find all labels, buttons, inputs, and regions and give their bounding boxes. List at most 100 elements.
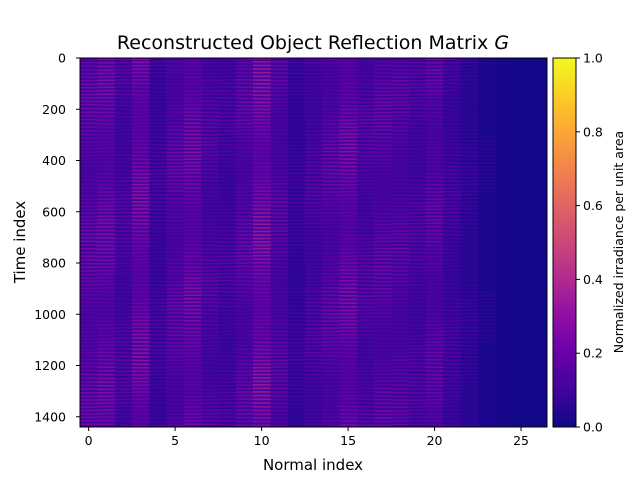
heatmap-stripe <box>131 230 150 233</box>
heatmap-stripe <box>322 79 341 81</box>
heatmap-stripe <box>183 219 202 222</box>
heatmap-stripe <box>391 186 410 189</box>
heatmap-stripe <box>304 158 323 160</box>
heatmap-stripe <box>391 76 410 78</box>
heatmap-stripe <box>339 237 358 240</box>
x-tick-label: 5 <box>171 433 179 448</box>
heatmap-stripe <box>166 64 185 67</box>
heatmap-stripe <box>304 266 323 269</box>
heatmap-stripe <box>183 247 202 250</box>
heatmap-stripe <box>304 402 323 405</box>
heatmap-stripe <box>287 111 306 113</box>
heatmap-stripe <box>131 251 150 254</box>
heatmap-stripe <box>374 101 392 104</box>
heatmap-stripe <box>408 151 427 153</box>
heatmap-stripe <box>149 208 168 211</box>
heatmap-stripe <box>460 183 479 186</box>
heatmap-stripe <box>460 140 479 142</box>
heatmap-stripe <box>131 129 150 132</box>
heatmap-stripe <box>183 141 202 143</box>
heatmap-stripe <box>374 61 392 63</box>
heatmap-stripe <box>322 93 341 95</box>
heatmap-stripe <box>408 90 427 92</box>
heatmap-stripe <box>287 168 306 171</box>
heatmap-stripe <box>114 197 133 200</box>
heatmap-stripe <box>356 122 375 125</box>
heatmap-stripe <box>149 409 168 412</box>
heatmap-stripe <box>408 273 427 276</box>
heatmap-stripe <box>97 273 116 275</box>
heatmap-stripe <box>408 423 427 426</box>
heatmap-stripe <box>304 212 323 214</box>
heatmap-stripe <box>460 241 479 243</box>
heatmap-stripe <box>149 158 168 161</box>
heatmap-stripe <box>149 417 168 419</box>
heatmap-stripe <box>304 373 323 376</box>
heatmap-stripe <box>304 388 323 391</box>
heatmap-stripe <box>201 384 219 387</box>
heatmap-stripe <box>374 227 392 229</box>
heatmap-stripe <box>131 151 150 153</box>
heatmap-stripe <box>391 205 410 208</box>
heatmap-stripe <box>287 369 306 372</box>
heatmap-stripe <box>270 129 289 131</box>
heatmap-stripe <box>287 423 306 426</box>
heatmap-stripe <box>149 151 168 154</box>
heatmap-stripe <box>270 226 289 229</box>
heatmap-stripe <box>425 351 444 354</box>
heatmap-stripe <box>201 316 219 319</box>
heatmap-stripe <box>356 58 375 60</box>
heatmap-stripe <box>97 119 116 121</box>
heatmap-stripe <box>460 420 479 423</box>
heatmap-stripe <box>114 276 133 278</box>
heatmap-stripe <box>339 82 358 85</box>
heatmap-stripe <box>408 122 427 125</box>
heatmap-stripe <box>477 322 496 325</box>
heatmap-stripe <box>114 366 133 369</box>
heatmap-stripe <box>97 161 116 164</box>
heatmap-stripe <box>339 384 358 387</box>
heatmap-stripe <box>80 413 98 415</box>
heatmap-stripe <box>97 176 116 178</box>
heatmap-stripe <box>183 323 202 326</box>
heatmap-stripe <box>356 366 375 369</box>
heatmap-stripe <box>131 409 150 411</box>
heatmap-stripe <box>339 136 358 139</box>
heatmap-stripe <box>339 176 358 179</box>
heatmap-stripe <box>201 158 219 160</box>
heatmap-stripe <box>80 154 98 157</box>
heatmap-stripe <box>425 405 444 408</box>
heatmap-stripe <box>322 115 341 118</box>
heatmap-stripe <box>408 270 427 272</box>
heatmap-stripe <box>218 222 237 225</box>
heatmap-stripe <box>443 294 462 297</box>
heatmap-stripe <box>97 255 116 258</box>
heatmap-stripe <box>235 330 254 332</box>
heatmap-stripe <box>356 345 375 347</box>
heatmap-stripe <box>460 234 479 236</box>
heatmap-stripe <box>356 125 375 128</box>
heatmap-stripe <box>287 294 306 297</box>
heatmap-stripe <box>339 272 358 275</box>
heatmap-stripe <box>97 262 116 265</box>
heatmap-stripe <box>408 255 427 258</box>
heatmap-stripe <box>356 68 375 70</box>
heatmap-stripe <box>218 233 237 236</box>
heatmap-stripe <box>218 269 237 272</box>
heatmap-stripe <box>374 298 392 301</box>
heatmap-stripe <box>149 94 168 96</box>
heatmap-stripe <box>218 290 237 293</box>
heatmap-stripe <box>477 176 496 178</box>
heatmap-stripe <box>356 190 375 193</box>
heatmap-stripe <box>408 226 427 228</box>
heatmap-stripe <box>166 83 185 86</box>
heatmap-stripe <box>443 215 462 217</box>
heatmap-stripe <box>339 405 358 408</box>
heatmap-stripe <box>374 305 392 307</box>
heatmap-stripe <box>287 341 306 344</box>
heatmap-stripe <box>80 380 98 383</box>
heatmap-stripe <box>97 168 116 171</box>
heatmap-stripe <box>183 362 202 365</box>
heatmap-stripe <box>270 254 289 257</box>
heatmap-stripe <box>131 208 150 210</box>
